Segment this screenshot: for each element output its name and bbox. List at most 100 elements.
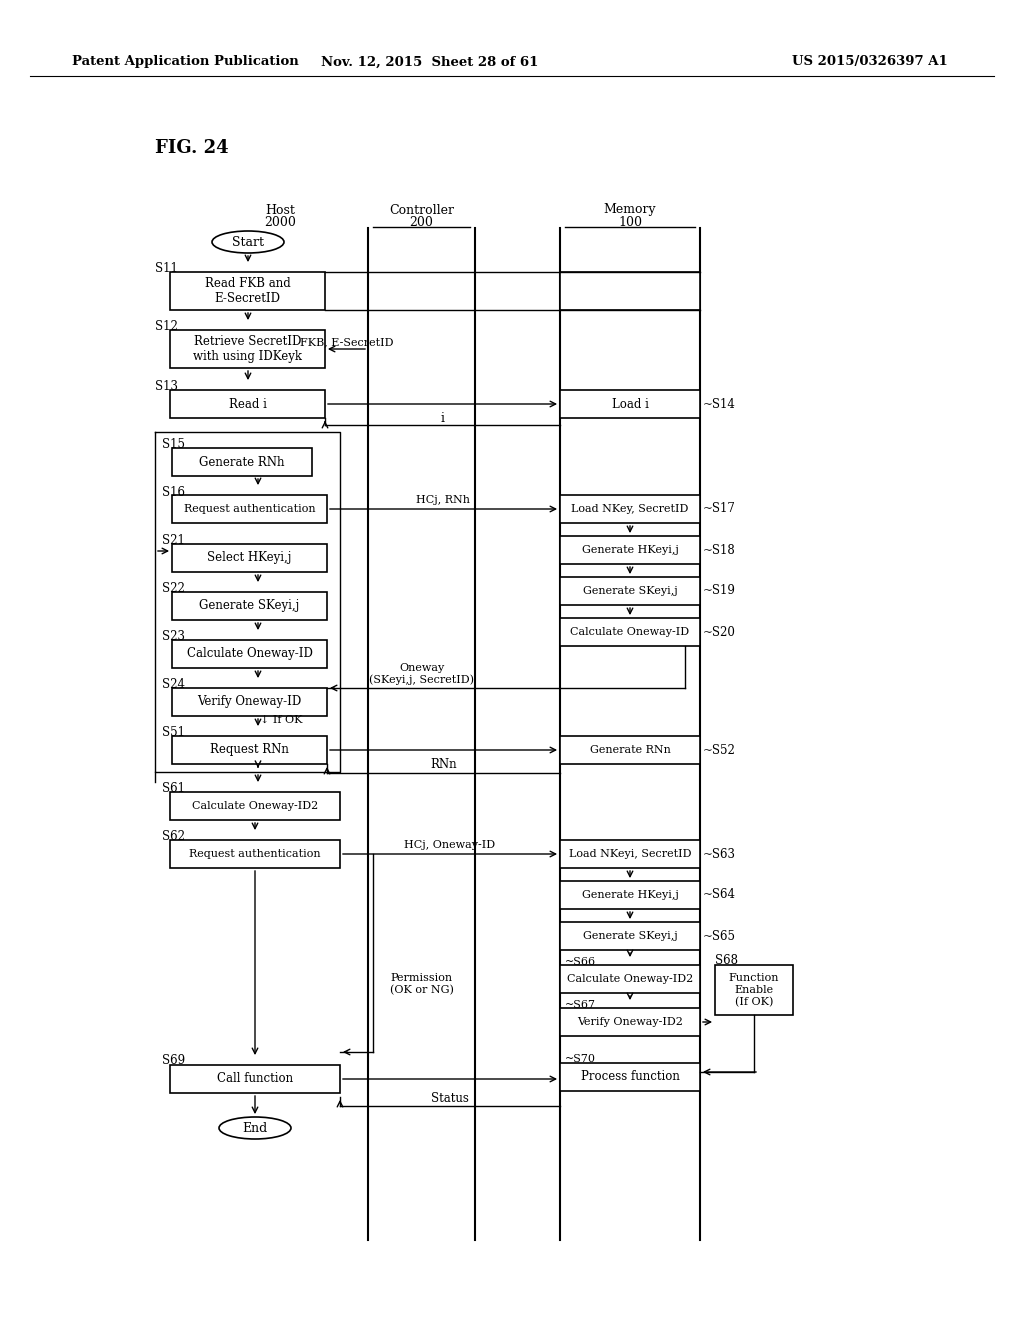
FancyBboxPatch shape xyxy=(715,965,793,1015)
Text: Request authentication: Request authentication xyxy=(183,504,315,513)
Ellipse shape xyxy=(212,231,284,253)
Text: Select HKeyi,j: Select HKeyi,j xyxy=(207,552,292,565)
FancyBboxPatch shape xyxy=(560,618,700,645)
Text: Request RNn: Request RNn xyxy=(210,743,289,756)
FancyBboxPatch shape xyxy=(560,840,700,869)
Text: Generate SKeyi,j: Generate SKeyi,j xyxy=(583,586,677,597)
FancyBboxPatch shape xyxy=(560,1008,700,1036)
Text: ~S14: ~S14 xyxy=(703,397,736,411)
Text: S13: S13 xyxy=(155,380,178,393)
FancyBboxPatch shape xyxy=(170,272,325,310)
Text: Oneway: Oneway xyxy=(399,663,444,673)
FancyBboxPatch shape xyxy=(560,577,700,605)
FancyBboxPatch shape xyxy=(172,688,327,715)
Text: FIG. 24: FIG. 24 xyxy=(155,139,228,157)
FancyBboxPatch shape xyxy=(170,389,325,418)
Text: RNn: RNn xyxy=(430,759,457,771)
FancyBboxPatch shape xyxy=(172,544,327,572)
Text: S16: S16 xyxy=(162,486,185,499)
Text: Verify Oneway-ID2: Verify Oneway-ID2 xyxy=(578,1016,683,1027)
FancyBboxPatch shape xyxy=(172,737,327,764)
Text: Function
Enable
(If OK): Function Enable (If OK) xyxy=(729,973,779,1007)
FancyBboxPatch shape xyxy=(560,880,700,909)
Text: Process function: Process function xyxy=(581,1071,680,1084)
FancyBboxPatch shape xyxy=(172,640,327,668)
Text: i: i xyxy=(440,412,444,425)
Text: Load NKey, SecretID: Load NKey, SecretID xyxy=(571,504,689,513)
Text: ↓ If OK: ↓ If OK xyxy=(260,715,302,725)
Text: Generate SKeyi,j: Generate SKeyi,j xyxy=(200,599,300,612)
Text: 2000: 2000 xyxy=(264,215,296,228)
Text: 100: 100 xyxy=(618,215,642,228)
Text: Generate RNh: Generate RNh xyxy=(200,455,285,469)
Text: ~S18: ~S18 xyxy=(703,544,736,557)
Text: S15: S15 xyxy=(162,437,185,450)
Ellipse shape xyxy=(219,1117,291,1139)
Text: Patent Application Publication: Patent Application Publication xyxy=(72,55,299,69)
Text: S24: S24 xyxy=(162,677,185,690)
Text: ~S20: ~S20 xyxy=(703,626,736,639)
Text: Request authentication: Request authentication xyxy=(189,849,321,859)
FancyBboxPatch shape xyxy=(170,840,340,869)
FancyBboxPatch shape xyxy=(170,1065,340,1093)
Text: Read FKB and
E-SecretID: Read FKB and E-SecretID xyxy=(205,277,291,305)
Text: FKB, E-SecretID: FKB, E-SecretID xyxy=(300,337,393,347)
Text: Calculate Oneway-ID2: Calculate Oneway-ID2 xyxy=(191,801,318,810)
Text: ~S65: ~S65 xyxy=(703,929,736,942)
FancyBboxPatch shape xyxy=(560,495,700,523)
Text: Generate SKeyi,j: Generate SKeyi,j xyxy=(583,931,677,941)
FancyBboxPatch shape xyxy=(170,330,325,368)
FancyBboxPatch shape xyxy=(560,272,700,310)
Text: ~S17: ~S17 xyxy=(703,503,736,516)
Text: HCj, Oneway-ID: HCj, Oneway-ID xyxy=(404,840,496,850)
Text: HCj, RNh: HCj, RNh xyxy=(417,495,470,506)
Text: Read i: Read i xyxy=(228,397,266,411)
Text: Call function: Call function xyxy=(217,1072,293,1085)
Text: ~S70: ~S70 xyxy=(565,1053,596,1064)
FancyBboxPatch shape xyxy=(172,495,327,523)
Text: (OK or NG): (OK or NG) xyxy=(389,985,454,995)
Text: Generate RNn: Generate RNn xyxy=(590,744,671,755)
Text: Start: Start xyxy=(232,235,264,248)
Text: S22: S22 xyxy=(162,582,185,594)
Text: End: End xyxy=(243,1122,267,1134)
FancyBboxPatch shape xyxy=(172,447,312,477)
FancyBboxPatch shape xyxy=(560,1063,700,1092)
FancyBboxPatch shape xyxy=(170,792,340,820)
Text: ~S67: ~S67 xyxy=(565,1001,596,1010)
Text: Retrieve SecretID
with using IDKeyk: Retrieve SecretID with using IDKeyk xyxy=(193,335,302,363)
Text: S11: S11 xyxy=(155,263,178,276)
Text: Nov. 12, 2015  Sheet 28 of 61: Nov. 12, 2015 Sheet 28 of 61 xyxy=(322,55,539,69)
Text: Controller: Controller xyxy=(389,203,454,216)
Text: S23: S23 xyxy=(162,630,185,643)
Text: Calculate Oneway-ID: Calculate Oneway-ID xyxy=(570,627,689,638)
Text: S21: S21 xyxy=(162,533,185,546)
Text: S51: S51 xyxy=(162,726,185,738)
Text: S69: S69 xyxy=(162,1055,185,1068)
Text: Status: Status xyxy=(431,1092,469,1105)
Text: S61: S61 xyxy=(162,781,185,795)
Text: Load i: Load i xyxy=(611,397,648,411)
Text: ~S19: ~S19 xyxy=(703,585,736,598)
FancyBboxPatch shape xyxy=(172,591,327,620)
Text: Generate HKeyi,j: Generate HKeyi,j xyxy=(582,890,679,900)
Text: Memory: Memory xyxy=(604,203,656,216)
Text: Verify Oneway-ID: Verify Oneway-ID xyxy=(198,696,302,709)
Text: ~S64: ~S64 xyxy=(703,888,736,902)
Text: US 2015/0326397 A1: US 2015/0326397 A1 xyxy=(793,55,948,69)
Text: ~S52: ~S52 xyxy=(703,743,736,756)
Text: S12: S12 xyxy=(155,321,178,334)
Text: Permission: Permission xyxy=(390,973,453,983)
Text: 200: 200 xyxy=(410,215,433,228)
Text: Calculate Oneway-ID: Calculate Oneway-ID xyxy=(186,648,312,660)
Text: S62: S62 xyxy=(162,829,185,842)
Text: ~S63: ~S63 xyxy=(703,847,736,861)
Text: Host: Host xyxy=(265,203,295,216)
Text: Calculate Oneway-ID2: Calculate Oneway-ID2 xyxy=(567,974,693,983)
Text: ~S66: ~S66 xyxy=(565,957,596,968)
FancyBboxPatch shape xyxy=(560,737,700,764)
FancyBboxPatch shape xyxy=(560,536,700,564)
Text: S68: S68 xyxy=(715,953,738,966)
FancyBboxPatch shape xyxy=(560,921,700,950)
FancyBboxPatch shape xyxy=(560,965,700,993)
